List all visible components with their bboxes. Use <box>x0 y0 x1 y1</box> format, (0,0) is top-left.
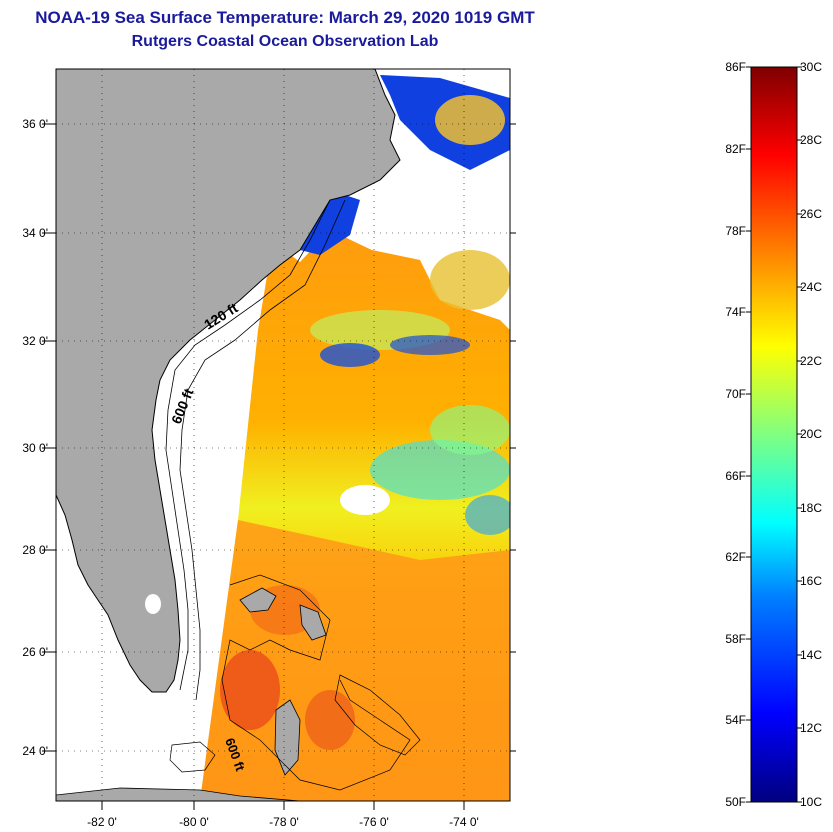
lat-label: 30 0' <box>22 441 48 455</box>
sst-warm-eddy <box>430 250 510 310</box>
colorbar-f-label: 62F <box>725 550 746 564</box>
colorbar-c-label: 20C <box>800 427 823 441</box>
land-us-southeast <box>56 69 401 693</box>
colorbar-f-label: 78F <box>725 224 746 238</box>
contour-bahamas <box>221 574 411 791</box>
colorbar <box>750 66 798 803</box>
lat-label: 24 0' <box>22 744 48 758</box>
colorbar-c-label: 22C <box>800 354 823 368</box>
land-bahamas <box>274 699 301 776</box>
lon-label: -80 0' <box>179 815 209 829</box>
cloud-patch <box>340 485 390 515</box>
sst-cool-patch <box>320 343 380 367</box>
land-bahamas <box>239 587 277 613</box>
lat-label: 26 0' <box>22 645 48 659</box>
sst-cool-patch <box>430 405 510 455</box>
lat-label: 34 0' <box>22 226 48 240</box>
colorbar-c-label: 24C <box>800 280 823 294</box>
map-title: NOAA-19 Sea Surface Temperature: March 2… <box>35 8 535 27</box>
sst-red-patch <box>220 650 280 730</box>
colorbar-f-label: 66F <box>725 469 746 483</box>
colorbar-f-label: 74F <box>725 305 746 319</box>
colorbar-f-label: 70F <box>725 387 746 401</box>
graticule <box>56 69 510 801</box>
lon-label: -78 0' <box>269 815 299 829</box>
map-subtitle: Rutgers Coastal Ocean Observation Lab <box>131 33 439 50</box>
colorbar-f-label: 50F <box>725 795 746 809</box>
contour-bahamas <box>169 741 216 773</box>
colorbar-f-label: 58F <box>725 632 746 646</box>
colorbar-c-label: 10C <box>800 795 823 809</box>
contour-bahamas <box>334 674 421 756</box>
colorbar-f-label: 82F <box>725 142 746 156</box>
sst-warm-eddy <box>435 95 505 145</box>
sst-cool-patch <box>390 335 470 355</box>
colorbar-c-label: 18C <box>800 501 823 515</box>
lat-label: 36 0' <box>22 117 48 131</box>
axis-ticks <box>42 123 516 810</box>
lat-label: 28 0' <box>22 543 48 557</box>
colorbar-f-label: 86F <box>725 60 746 74</box>
land-bahamas <box>299 604 327 641</box>
colorbar-c-label: 28C <box>800 133 823 147</box>
land-cuba <box>56 787 301 801</box>
colorbar-f-label: 54F <box>725 713 746 727</box>
lon-label: -82 0' <box>87 815 117 829</box>
colorbar-c-label: 26C <box>800 207 823 221</box>
colorbar-c-label: 16C <box>800 574 823 588</box>
sst-cool-patch <box>370 440 510 500</box>
lat-label: 32 0' <box>22 334 48 348</box>
colorbar-c-label: 14C <box>800 648 823 662</box>
sst-red-patch <box>305 690 355 750</box>
colorbar-c-label: 12C <box>800 721 823 735</box>
lake-okeechobee <box>145 594 161 614</box>
map-frame <box>55 68 511 802</box>
colorbar-ticks <box>746 66 802 803</box>
colorbar-c-label: 30C <box>800 60 823 74</box>
contour-600ft <box>179 199 346 701</box>
lon-label: -76 0' <box>359 815 389 829</box>
lon-label: -74 0' <box>449 815 479 829</box>
contour-120ft <box>165 199 331 691</box>
sst-cool-patch <box>465 495 510 535</box>
